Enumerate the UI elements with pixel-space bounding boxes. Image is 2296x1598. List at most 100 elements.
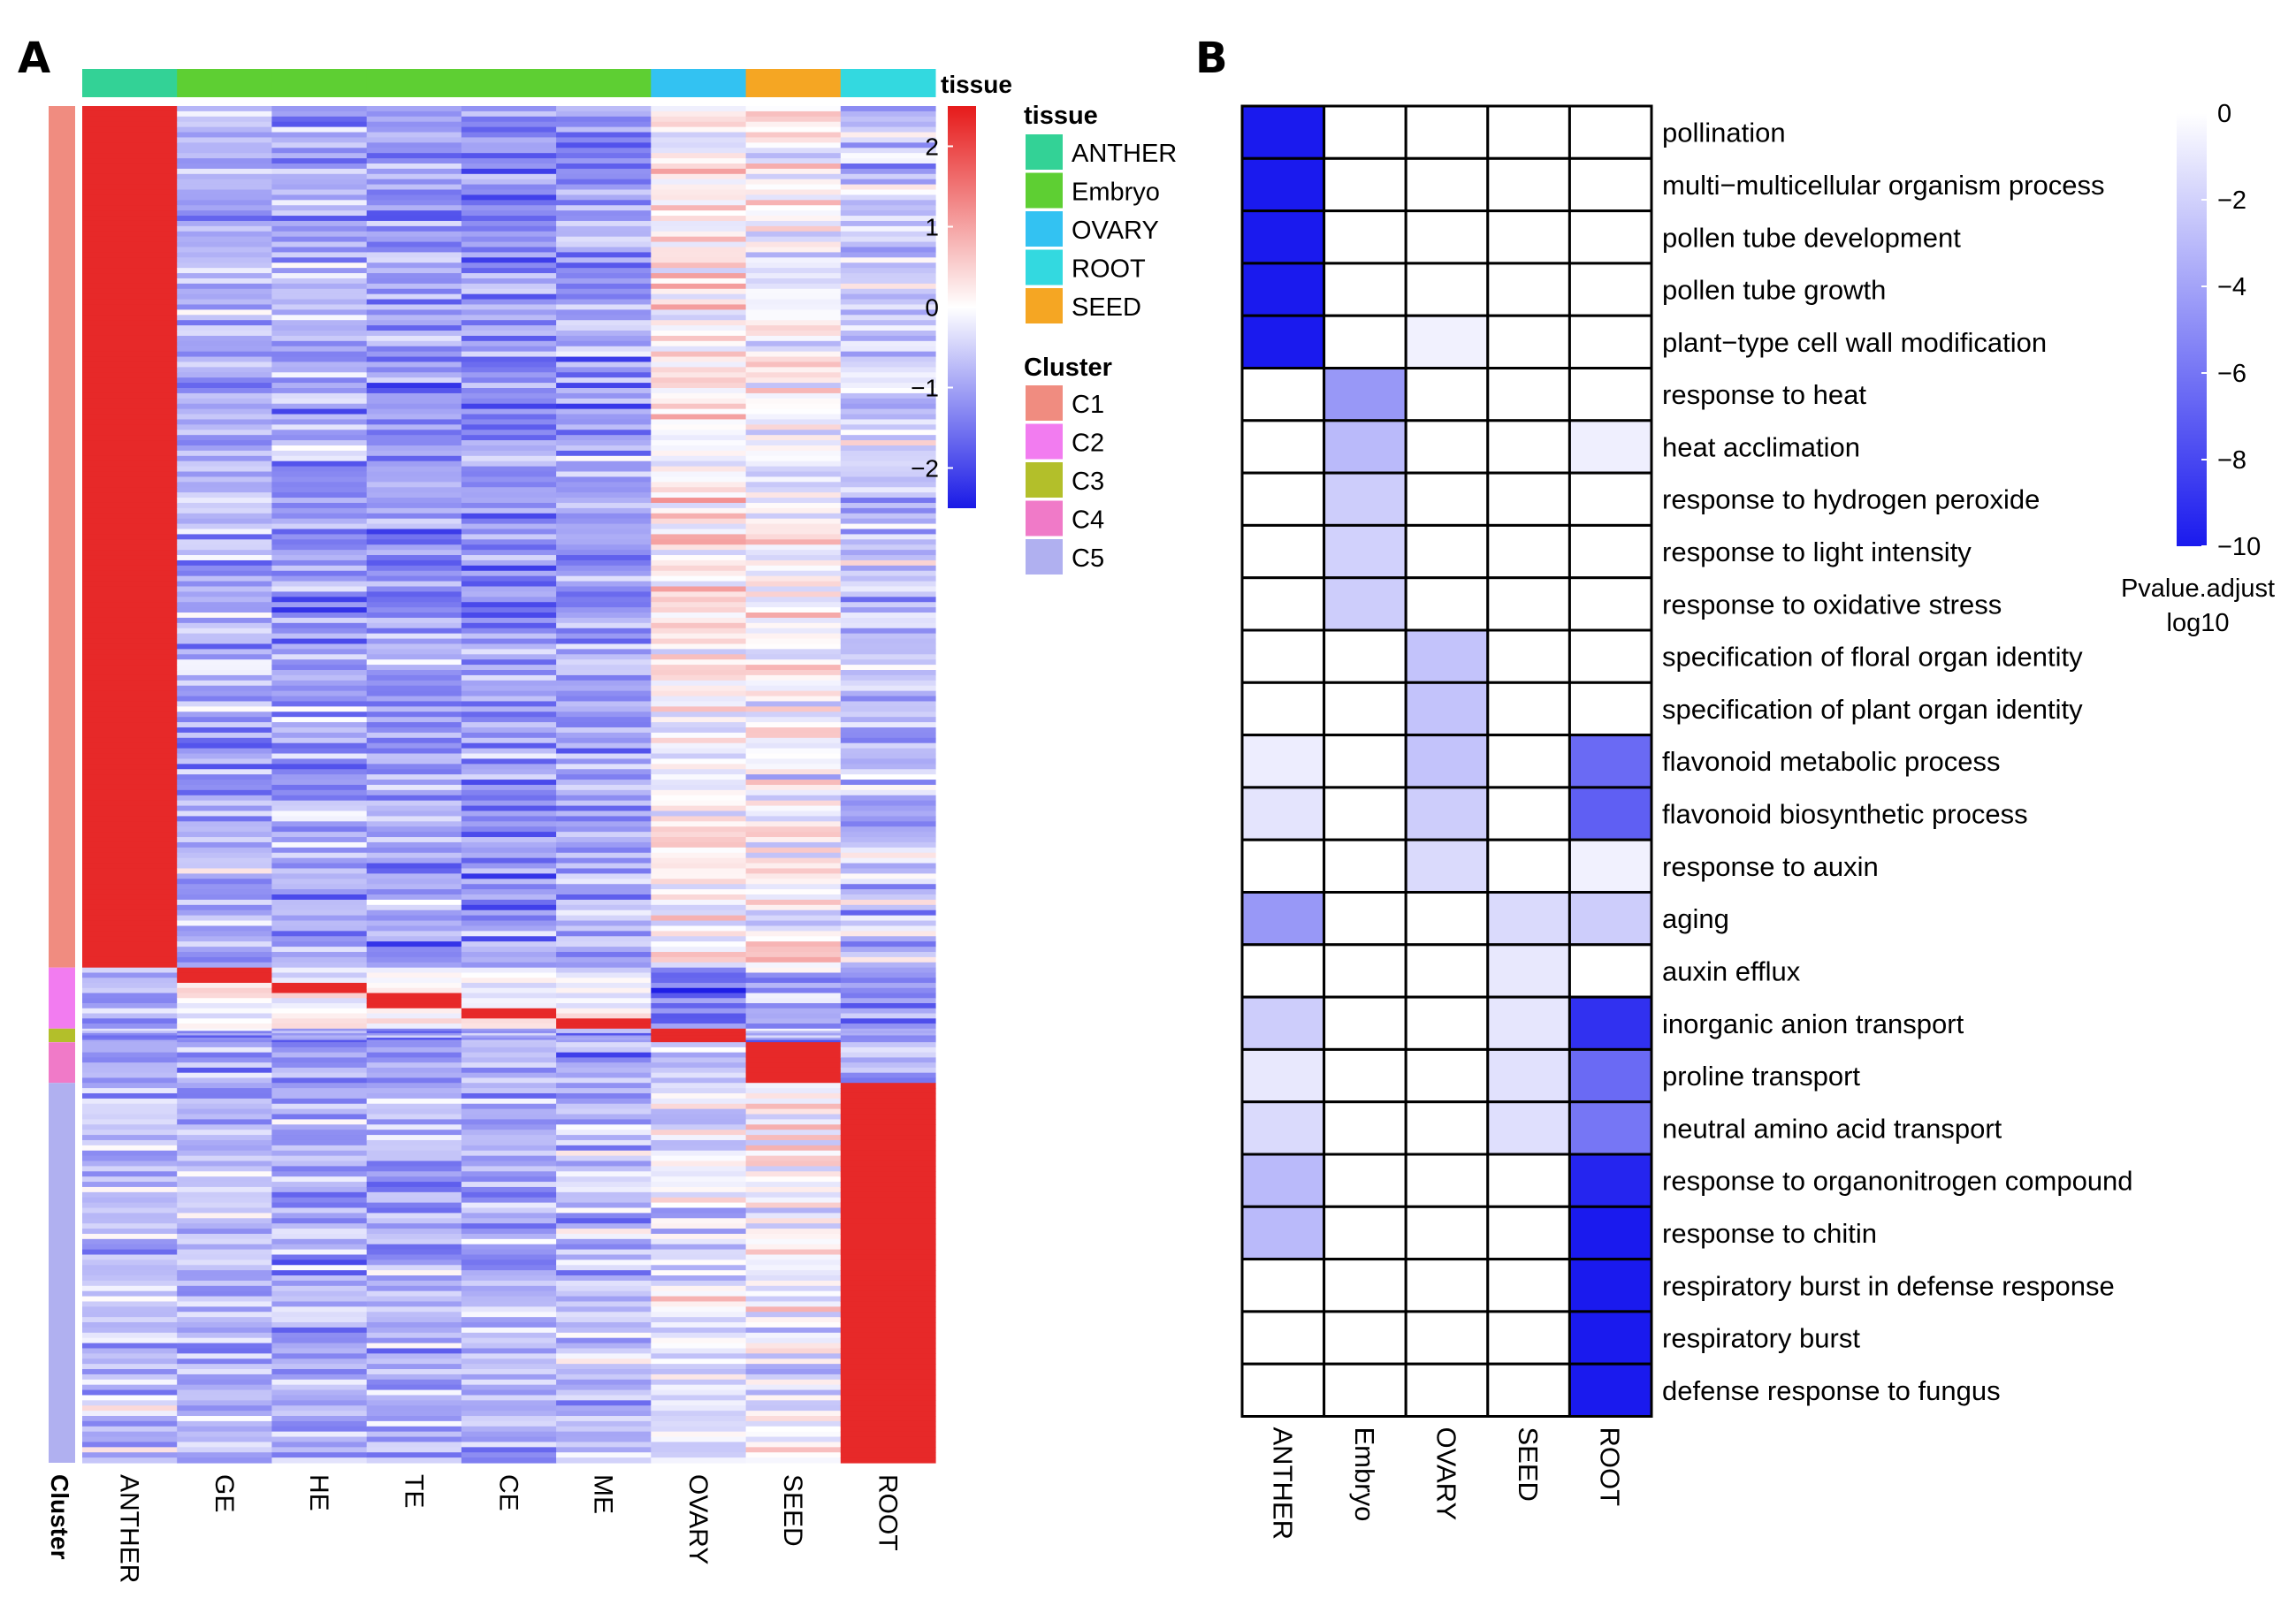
heatmap-cell xyxy=(745,1191,842,1198)
heatmap-cell xyxy=(271,518,368,525)
heatmap-cell xyxy=(82,978,178,984)
heatmap-cell xyxy=(177,649,272,655)
heatmap-cell xyxy=(82,670,178,676)
heatmap-cell xyxy=(82,1155,178,1162)
heatmap-cell xyxy=(556,1003,652,1009)
heatmap-cell xyxy=(840,952,936,958)
heatmap-cell xyxy=(177,795,272,802)
heatmap-cell xyxy=(651,1301,747,1307)
heatmap-cell xyxy=(840,189,936,196)
heatmap-cell xyxy=(556,711,652,718)
heatmap-cell xyxy=(366,1119,462,1125)
enrichment-cell xyxy=(1486,314,1571,370)
heatmap-cell xyxy=(461,1420,557,1427)
heatmap-cell xyxy=(461,1384,557,1391)
heatmap-cell xyxy=(745,555,842,561)
tissue-legend-label-ovary: OVARY xyxy=(1072,217,1159,245)
heatmap-cell xyxy=(840,1332,936,1339)
heatmap-cell xyxy=(82,440,178,446)
heatmap-cell xyxy=(366,638,462,645)
heatmap-cell xyxy=(651,1130,747,1136)
heatmap-cell xyxy=(177,1124,272,1130)
heatmap-cell xyxy=(461,383,557,389)
heatmap-cell xyxy=(366,826,462,833)
heatmap-cell xyxy=(366,586,462,592)
heatmap-cell xyxy=(82,1186,178,1193)
enrichment-cell xyxy=(1568,1258,1653,1313)
heatmap-cell xyxy=(82,200,178,206)
heatmap-cell xyxy=(177,1092,272,1100)
heatmap-cell xyxy=(651,1067,747,1074)
heatmap-cell xyxy=(271,388,368,394)
heatmap-cell xyxy=(82,367,178,373)
heatmap-cell xyxy=(271,1213,368,1219)
heatmap-cell xyxy=(556,158,652,164)
heatmap-cell xyxy=(651,1343,747,1350)
heatmap-column-anther-c2 xyxy=(82,967,178,1030)
heatmap-cell xyxy=(556,356,652,363)
heatmap-cell xyxy=(556,466,652,473)
heatmap-cell xyxy=(840,622,936,629)
heatmap-cell xyxy=(651,116,747,123)
heatmap-cell xyxy=(745,982,842,989)
heatmap-cell xyxy=(840,742,936,750)
enrichment-cell xyxy=(1404,1258,1490,1313)
heatmap-cell xyxy=(177,257,272,263)
heatmap-cell xyxy=(556,194,652,201)
heatmap-cell xyxy=(82,936,178,942)
heatmap-cell xyxy=(745,200,842,206)
heatmap-cell xyxy=(82,575,178,582)
heatmap-cell xyxy=(366,1008,462,1015)
heatmap-cell xyxy=(840,507,936,514)
heatmap-cell xyxy=(177,925,272,932)
heatmap-cell xyxy=(840,591,936,597)
heatmap-cell xyxy=(556,841,652,848)
heatmap-cell xyxy=(271,622,368,629)
heatmap-cell xyxy=(82,1322,178,1328)
heatmap-cell xyxy=(177,1389,272,1396)
heatmap-cell xyxy=(840,1254,936,1260)
heatmap-cell xyxy=(651,884,747,890)
heatmap-cell xyxy=(271,1046,368,1054)
heatmap-cell xyxy=(745,1296,842,1303)
enrichment-cell xyxy=(1323,209,1407,265)
column-label-ovary: OVARY xyxy=(1431,1427,1462,1521)
heatmap-cell xyxy=(840,200,936,206)
heatmap-cell xyxy=(82,126,178,133)
heatmap-cell xyxy=(840,304,936,310)
heatmap-cell xyxy=(271,1317,368,1323)
heatmap-cell xyxy=(556,1062,652,1069)
heatmap-cell xyxy=(651,784,747,791)
heatmap-cell xyxy=(745,670,842,676)
heatmap-cell xyxy=(745,351,842,358)
heatmap-cell xyxy=(461,450,557,457)
heatmap-cell xyxy=(177,909,272,917)
enrichment-row: neutral amino acid transport xyxy=(1240,1100,2002,1156)
heatmap-cell xyxy=(556,581,652,588)
heatmap-cell xyxy=(82,325,178,331)
heatmap-cell xyxy=(840,841,936,848)
heatmap-cell xyxy=(745,309,842,316)
heatmap-cell xyxy=(745,507,842,514)
heatmap-cell xyxy=(366,455,462,462)
heatmap-cell xyxy=(651,325,747,331)
heatmap-cell xyxy=(556,680,652,687)
enrichment-cell xyxy=(1404,1047,1490,1104)
heatmap-cell xyxy=(461,1431,557,1438)
heatmap-cell xyxy=(461,737,557,744)
heatmap-cell xyxy=(82,993,178,999)
heatmap-cell xyxy=(745,523,842,530)
heatmap-cell xyxy=(461,1322,557,1328)
heatmap-cell xyxy=(177,513,272,520)
heatmap-cell xyxy=(82,617,178,624)
heatmap-cell xyxy=(366,565,462,572)
heatmap-cell xyxy=(82,137,178,143)
heatmap-cell xyxy=(82,1052,178,1059)
heatmap-cell xyxy=(840,1218,936,1224)
heatmap-cell xyxy=(366,110,462,118)
heatmap-cell xyxy=(177,1416,272,1422)
heatmap-cell xyxy=(745,356,842,363)
heatmap-cell xyxy=(271,1176,368,1183)
heatmap-cell xyxy=(556,1038,652,1041)
heatmap-cell xyxy=(366,1103,462,1110)
